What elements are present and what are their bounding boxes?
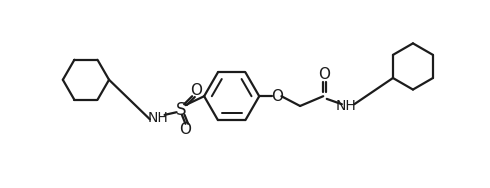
Text: O: O [318,67,330,82]
Text: O: O [191,83,202,98]
Text: NH: NH [336,99,357,113]
Text: O: O [179,122,192,137]
Text: S: S [176,101,186,119]
Text: O: O [271,89,283,104]
Text: NH: NH [147,111,168,124]
